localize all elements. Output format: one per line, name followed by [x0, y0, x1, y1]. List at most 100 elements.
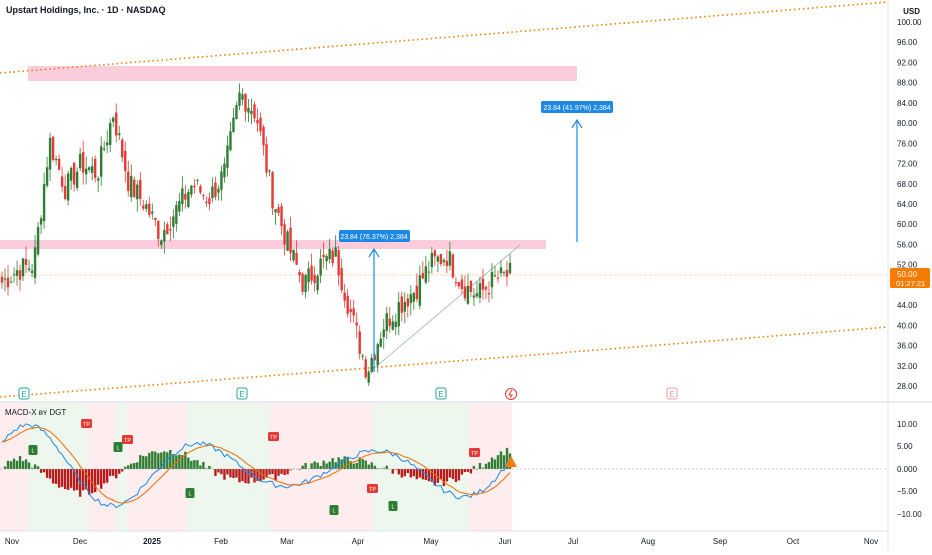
candle-body[interactable] — [52, 137, 54, 160]
candle-body[interactable] — [100, 146, 102, 176]
candle-body[interactable] — [34, 247, 36, 278]
candle-body[interactable] — [337, 250, 339, 275]
candle-body[interactable] — [76, 172, 78, 188]
candle-body[interactable] — [154, 218, 156, 220]
candle-body[interactable] — [419, 275, 421, 305]
candle-body[interactable] — [64, 186, 66, 199]
candle-body[interactable] — [256, 120, 258, 123]
candle-body[interactable] — [497, 278, 499, 279]
future-earnings-marker[interactable]: E — [667, 388, 677, 399]
candle-body[interactable] — [1, 277, 3, 283]
candle-body[interactable] — [115, 113, 117, 136]
candle-body[interactable] — [479, 283, 481, 298]
candle-body[interactable] — [277, 207, 279, 213]
candle-body[interactable] — [133, 180, 135, 197]
candle-body[interactable] — [202, 195, 204, 196]
candle-body[interactable] — [377, 344, 379, 365]
candle-body[interactable] — [118, 133, 120, 135]
candle-body[interactable] — [310, 266, 312, 281]
candle-body[interactable] — [509, 263, 511, 273]
candle-body[interactable] — [145, 204, 147, 209]
candle-body[interactable] — [196, 180, 198, 181]
candle-body[interactable] — [223, 164, 225, 178]
currency-label[interactable]: USD — [903, 7, 920, 16]
candle-body[interactable] — [470, 281, 472, 292]
candle-body[interactable] — [193, 186, 195, 187]
candle-body[interactable] — [244, 94, 246, 112]
candle-body[interactable] — [280, 206, 282, 226]
candle-body[interactable] — [178, 201, 180, 212]
candle-body[interactable] — [127, 172, 129, 191]
candle-body[interactable] — [10, 282, 12, 283]
candle-body[interactable] — [413, 293, 415, 302]
candle-body[interactable] — [43, 184, 45, 221]
candle-body[interactable] — [214, 183, 216, 197]
candle-body[interactable] — [307, 269, 309, 283]
candle-body[interactable] — [431, 253, 433, 267]
candle-body[interactable] — [491, 272, 493, 287]
candle-body[interactable] — [313, 275, 315, 283]
candle-body[interactable] — [25, 259, 27, 265]
candle-body[interactable] — [166, 224, 168, 234]
split-marker[interactable] — [506, 389, 517, 400]
earnings-marker-2[interactable]: E — [237, 388, 247, 399]
candle-body[interactable] — [40, 218, 42, 224]
candle-body[interactable] — [331, 251, 333, 264]
candle-body[interactable] — [121, 140, 123, 158]
candle-body[interactable] — [199, 186, 201, 192]
candle-body[interactable] — [452, 255, 454, 278]
candle-body[interactable] — [446, 261, 448, 266]
candle-body[interactable] — [187, 192, 189, 207]
candle-body[interactable] — [416, 286, 418, 299]
candle-body[interactable] — [217, 189, 219, 193]
measure-arrow-2[interactable] — [572, 120, 582, 242]
resistance-zone-upper[interactable] — [28, 66, 577, 81]
candle-body[interactable] — [319, 259, 321, 276]
candle-body[interactable] — [103, 148, 105, 149]
candle-body[interactable] — [31, 271, 33, 273]
candle-body[interactable] — [289, 228, 291, 253]
candle-body[interactable] — [443, 260, 445, 262]
candle-body[interactable] — [226, 146, 228, 168]
candle-body[interactable] — [109, 123, 111, 145]
candle-body[interactable] — [163, 230, 165, 242]
candle-body[interactable] — [16, 270, 18, 276]
candle-body[interactable] — [130, 176, 132, 197]
candle-body[interactable] — [136, 185, 138, 200]
candle-body[interactable] — [500, 267, 502, 273]
candle-body[interactable] — [169, 229, 171, 230]
resistance-zone-lower[interactable] — [0, 240, 546, 249]
candle-body[interactable] — [467, 286, 469, 304]
candle-body[interactable] — [380, 339, 382, 347]
candle-body[interactable] — [49, 138, 51, 170]
candle-body[interactable] — [37, 227, 39, 254]
candle-body[interactable] — [85, 169, 87, 175]
candle-body[interactable] — [362, 356, 364, 357]
candle-body[interactable] — [151, 212, 153, 214]
candle-body[interactable] — [506, 270, 508, 277]
candle-body[interactable] — [389, 319, 391, 326]
candle-body[interactable] — [247, 108, 249, 113]
candle-body[interactable] — [139, 180, 141, 199]
candle-body[interactable] — [449, 251, 451, 265]
candle-body[interactable] — [268, 170, 270, 171]
candle-body[interactable] — [238, 93, 240, 106]
candle-body[interactable] — [359, 331, 361, 353]
candle-body[interactable] — [401, 296, 403, 312]
candle-body[interactable] — [91, 166, 93, 173]
candle-body[interactable] — [157, 221, 159, 239]
candle-body[interactable] — [473, 295, 475, 297]
candle-body[interactable] — [461, 279, 463, 289]
candle-body[interactable] — [160, 240, 162, 245]
candle-body[interactable] — [13, 274, 15, 275]
candle-body[interactable] — [407, 299, 409, 307]
indicator-title[interactable]: MACD-X ʙʏ DGT — [5, 408, 66, 417]
candle-body[interactable] — [148, 204, 150, 215]
candle-body[interactable] — [301, 274, 303, 292]
candle-body[interactable] — [265, 144, 267, 172]
candle-body[interactable] — [253, 104, 255, 118]
candle-body[interactable] — [428, 272, 430, 273]
candle-body[interactable] — [440, 254, 442, 264]
candle-body[interactable] — [208, 198, 210, 204]
candle-body[interactable] — [365, 359, 367, 377]
